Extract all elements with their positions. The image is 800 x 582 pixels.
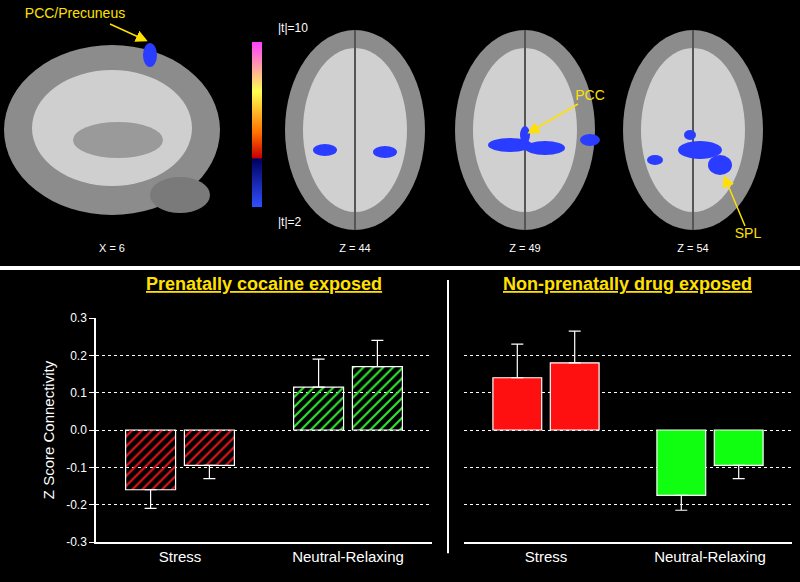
svg-text:-0.3: -0.3	[66, 535, 87, 549]
svg-text:Neutral-Relaxing: Neutral-Relaxing	[292, 548, 404, 565]
svg-text:Z Score Connectivity: Z Score Connectivity	[40, 360, 57, 499]
svg-text:0.2: 0.2	[70, 349, 87, 363]
svg-text:PCC: PCC	[575, 87, 605, 103]
svg-text:Z = 54: Z = 54	[677, 242, 709, 254]
svg-text:Z = 44: Z = 44	[339, 242, 371, 254]
svg-text:Non-prenatally drug exposed: Non-prenatally drug exposed	[503, 274, 752, 294]
svg-text:Stress: Stress	[159, 548, 202, 565]
svg-text:|t|=2: |t|=2	[278, 215, 302, 229]
svg-text:PCC/Precuneus: PCC/Precuneus	[25, 5, 125, 21]
svg-text:0.0: 0.0	[70, 423, 87, 437]
svg-text:0.3: 0.3	[70, 311, 87, 325]
svg-text:SPL: SPL	[735, 225, 762, 241]
svg-text:0.1: 0.1	[70, 386, 87, 400]
svg-text:-0.2: -0.2	[66, 498, 87, 512]
svg-text:Prenatally cocaine exposed: Prenatally cocaine exposed	[146, 274, 382, 294]
svg-text:|t|=10: |t|=10	[278, 21, 308, 35]
svg-text:Neutral-Relaxing: Neutral-Relaxing	[654, 548, 766, 565]
svg-text:Stress: Stress	[525, 548, 568, 565]
svg-text:Z = 49: Z = 49	[509, 242, 541, 254]
svg-text:-0.1: -0.1	[66, 461, 87, 475]
svg-text:X = 6: X = 6	[99, 242, 125, 254]
